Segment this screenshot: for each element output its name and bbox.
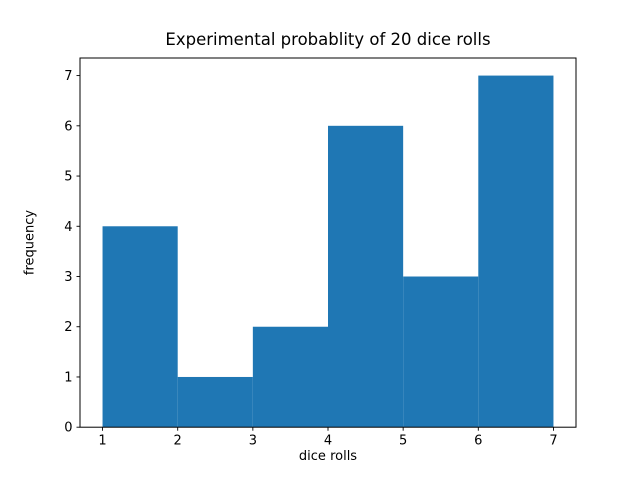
x-tick-label: 6 [474,434,482,449]
x-tick-label: 5 [399,434,407,449]
y-tick-label: 7 [64,69,72,84]
x-tick-label: 1 [98,434,106,449]
y-tick-label: 4 [64,220,72,235]
histogram-bar [478,75,554,428]
x-axis-label: dice rolls [298,449,358,464]
histogram-bar [252,326,328,428]
x-tick-label: 2 [174,434,182,449]
y-tick-label: 5 [64,170,72,185]
x-tick-label: 3 [249,434,257,449]
histogram-bar [102,226,178,428]
y-tick-label: 3 [64,270,72,285]
chart-title: Experimental probablity of 20 dice rolls [165,30,491,49]
x-tick-label: 4 [324,434,332,449]
y-tick-label: 2 [64,320,72,335]
y-axis-label: frequency [22,209,38,276]
y-tick-label: 0 [64,421,72,436]
histogram-bar [403,276,479,428]
y-tick-label: 1 [64,370,72,385]
x-tick-label: 7 [549,434,557,449]
histogram-bar [328,125,404,428]
histogram-bar [177,376,253,428]
y-tick-label: 6 [64,119,72,134]
